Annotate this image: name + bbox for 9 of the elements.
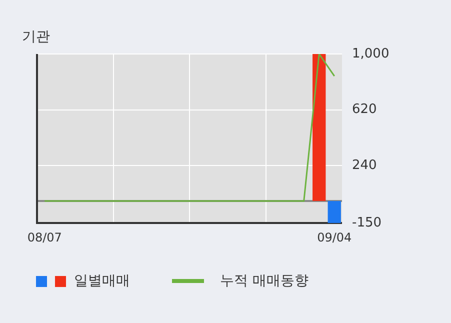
y-tick-label: 1,000	[352, 46, 390, 62]
x-tick-label: 08/07	[27, 230, 62, 244]
y-tick-label: -150	[352, 215, 382, 230]
legend-label: 일별매매	[74, 272, 130, 290]
y-tick-label: 620	[352, 102, 377, 118]
chart-title: 기관	[22, 28, 50, 46]
legend-label: 누적 매매동향	[220, 272, 308, 290]
x-tick-label: 09/04	[317, 230, 352, 244]
y-tick-label: 240	[352, 158, 377, 174]
